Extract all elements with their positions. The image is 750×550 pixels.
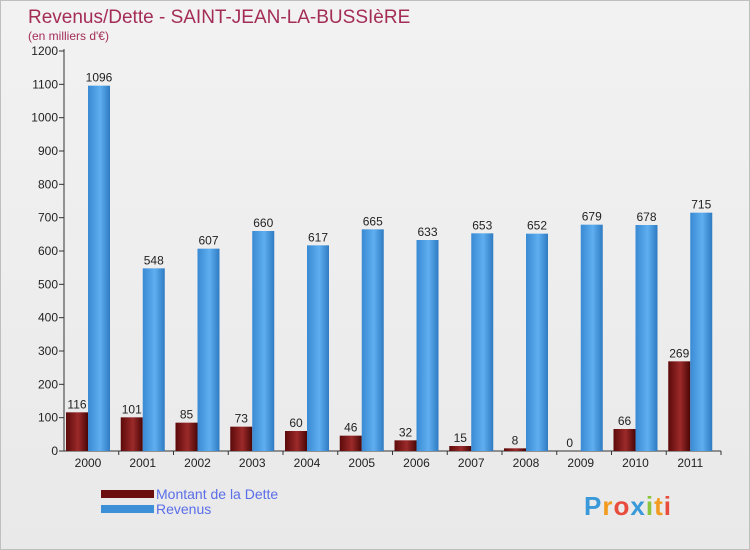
bar-dette: [613, 429, 636, 451]
y-tick-label: 100: [38, 411, 58, 425]
x-tick-label: 2002: [184, 456, 211, 470]
bar-dette: [175, 422, 198, 451]
bar-revenus: [635, 225, 658, 451]
bar-revenus: [197, 248, 220, 451]
bars: [66, 85, 713, 452]
data-label-revenus: 607: [198, 234, 218, 248]
data-label-dette: 60: [289, 416, 303, 430]
legend-swatch-revenus: [101, 505, 154, 513]
bar-revenus: [307, 245, 329, 451]
data-label-dette: 66: [618, 414, 632, 428]
y-tick-label: 800: [38, 177, 58, 191]
legend-label-revenus: Revenus: [156, 501, 212, 517]
logo-letter: i: [663, 491, 672, 521]
x-tick-label: 2010: [622, 456, 649, 470]
bar-revenus: [361, 229, 384, 451]
proxiti-logo: Proxiti: [584, 491, 672, 522]
bar-dette: [339, 435, 362, 451]
data-label-revenus: 652: [527, 219, 547, 233]
y-tick-label: 0: [51, 444, 58, 458]
chart-title: Revenus/Dette - SAINT-JEAN-LA-BUSSIèRE: [28, 7, 411, 28]
data-label-dette: 15: [454, 431, 468, 445]
data-label-dette: 269: [669, 346, 689, 360]
bar-revenus: [526, 233, 548, 451]
data-label-dette: 116: [67, 397, 86, 411]
bar-dette: [66, 412, 88, 451]
y-tick-label: 1000: [31, 111, 58, 125]
bar-revenus: [690, 212, 713, 451]
axes: [59, 49, 722, 455]
data-label-revenus: 1096: [86, 71, 113, 85]
data-label-revenus: 715: [691, 198, 711, 212]
data-label-dette: 73: [235, 412, 249, 426]
bar-revenus: [88, 85, 110, 452]
legend-item-revenus: Revenus: [101, 502, 278, 517]
bar-dette: [668, 361, 691, 451]
bar-dette: [120, 417, 143, 451]
data-label-revenus: 660: [253, 216, 273, 230]
logo-letter: o: [613, 491, 631, 521]
x-tick-label: 2011: [677, 456, 703, 470]
x-tick-label: 2005: [348, 456, 375, 470]
bar-dette: [230, 426, 253, 451]
bar-revenus: [471, 233, 494, 451]
bar-revenus: [252, 231, 275, 451]
logo-letter: r: [602, 491, 614, 521]
bar-revenus: [142, 268, 165, 451]
x-tick-label: 2006: [403, 456, 430, 470]
logo-letter: P: [584, 491, 603, 521]
data-label-dette: 46: [344, 421, 358, 435]
bar-revenus: [416, 240, 439, 451]
bar-dette: [394, 440, 417, 451]
bar-dette: [449, 446, 472, 451]
y-tick-labels: 0 100 200 300 400 500 600 700 800 900 1000 1100 1200: [31, 44, 58, 458]
y-tick-label: 1200: [31, 44, 58, 58]
logo-letter: x: [630, 491, 646, 521]
data-label-dette: 85: [180, 408, 194, 422]
y-tick-label: 300: [38, 344, 58, 358]
y-tick-label: 600: [38, 244, 58, 258]
data-labels: 1161096101548856077366060617466653263315…: [67, 71, 711, 450]
data-label-revenus: 678: [636, 210, 656, 224]
legend-item-debt: Montant de la Dette: [101, 487, 278, 502]
data-label-dette: 32: [399, 425, 413, 439]
bar-revenus: [580, 224, 603, 451]
x-tick-label: 2001: [129, 456, 156, 470]
logo-letter: t: [654, 491, 664, 521]
x-tick-label: 2000: [75, 456, 102, 470]
y-tick-label: 500: [38, 277, 58, 291]
y-tick-label: 700: [38, 211, 58, 225]
data-label-dette: 0: [566, 436, 573, 450]
data-label-revenus: 617: [308, 230, 328, 244]
logo-letter: i: [645, 491, 655, 521]
data-label-revenus: 679: [582, 210, 602, 224]
bar-dette: [285, 431, 307, 451]
y-tick-label: 1100: [32, 77, 58, 91]
x-tick-label: 2009: [567, 456, 594, 470]
y-tick-label: 900: [38, 144, 58, 158]
y-tick-label: 200: [38, 377, 58, 391]
data-label-dette: 8: [512, 433, 519, 447]
x-tick-label: 2007: [458, 456, 485, 470]
y-tick-label: 400: [38, 311, 58, 325]
chart-subtitle: (en milliers d'€): [28, 29, 109, 43]
legend: Montant de la Dette Revenus: [101, 487, 278, 517]
x-tick-label: 2008: [513, 456, 540, 470]
x-tick-label: 2004: [294, 456, 321, 470]
legend-label-debt: Montant de la Dette: [156, 486, 279, 502]
x-tick-label: 2003: [239, 456, 266, 470]
data-label-revenus: 548: [144, 253, 164, 267]
data-label-dette: 101: [122, 402, 142, 416]
data-label-revenus: 633: [417, 225, 437, 239]
legend-swatch-debt: [101, 490, 154, 498]
bar-dette: [504, 448, 526, 451]
data-label-revenus: 653: [472, 218, 492, 232]
data-label-revenus: 665: [363, 214, 383, 228]
x-tick-labels: 2000 2001 2002 2003 2004 2005 2006 2007 2008 2009…: [75, 456, 704, 470]
